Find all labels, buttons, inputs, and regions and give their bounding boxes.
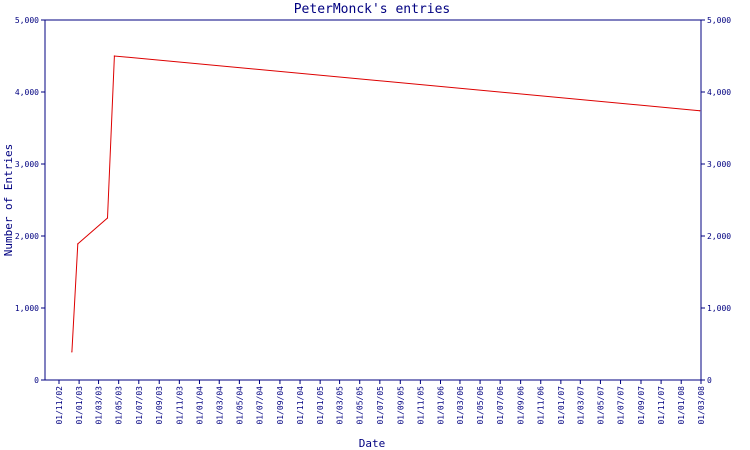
y-tick-label-right: 5,000 xyxy=(707,16,731,25)
y-tick-label-right: 1,000 xyxy=(707,304,731,313)
x-tick-label: 01/01/03 xyxy=(75,386,84,425)
data-point xyxy=(77,243,79,245)
x-tick-label: 01/07/03 xyxy=(135,386,144,425)
x-tick-label: 01/11/04 xyxy=(296,386,305,425)
y-tick-label-left: 3,000 xyxy=(15,160,39,169)
x-tick-label: 01/07/04 xyxy=(255,386,264,425)
x-tick-label: 01/05/05 xyxy=(356,386,365,425)
x-tick-label: 01/05/06 xyxy=(476,386,485,425)
x-tick-label: 01/11/06 xyxy=(537,386,546,425)
data-point xyxy=(71,351,73,353)
x-tick-label: 01/09/05 xyxy=(396,386,405,425)
data-point xyxy=(699,110,701,112)
series-group xyxy=(71,55,701,353)
x-tick-label: 01/01/08 xyxy=(677,386,686,425)
x-tick-label: 01/11/02 xyxy=(55,386,64,425)
x-tick-label: 01/07/06 xyxy=(496,386,505,425)
y-tick-label-left: 4,000 xyxy=(15,88,39,97)
chart-title: PeterMonck's entries xyxy=(294,2,451,17)
x-tick-label: 01/01/05 xyxy=(316,386,325,425)
data-point xyxy=(113,55,115,57)
x-tick-label: 01/03/05 xyxy=(336,386,345,425)
x-tick-label: 01/05/07 xyxy=(596,386,605,425)
y-tick-label-right: 0 xyxy=(707,376,712,385)
x-tick-label: 01/03/04 xyxy=(215,386,224,425)
x-tick-label: 01/05/03 xyxy=(115,386,124,425)
series-line xyxy=(71,55,700,352)
x-tick-label: 01/09/03 xyxy=(155,386,164,425)
x-tick-label: 01/07/05 xyxy=(376,386,385,425)
y-axis-ticks: 0 0 1,000 1,000 2,000 2,000 3,000 3,000 4,000 4,0… xyxy=(15,16,731,385)
plot-frame xyxy=(44,19,702,381)
y-axis-title: Number of Entries xyxy=(2,144,15,257)
y-tick-label-left: 1,000 xyxy=(15,304,39,313)
x-tick-label: 01/11/05 xyxy=(416,386,425,425)
x-tick-label: 01/11/07 xyxy=(657,386,666,425)
x-tick-label: 01/01/06 xyxy=(437,386,446,425)
x-tick-label: 01/03/08 xyxy=(697,386,706,425)
x-tick-label: 01/09/06 xyxy=(517,386,526,425)
x-axis-ticks: 01/11/02 01/01/03 01/03/03 01/05/03 01/07/03… xyxy=(55,380,706,425)
x-tick-label: 01/01/07 xyxy=(557,386,566,425)
x-tick-label: 01/11/03 xyxy=(175,386,184,425)
x-tick-label: 01/09/07 xyxy=(637,386,646,425)
y-tick-label-left: 0 xyxy=(34,376,39,385)
y-tick-label-right: 4,000 xyxy=(707,88,731,97)
x-tick-label: 01/03/06 xyxy=(456,386,465,425)
x-tick-label: 01/01/04 xyxy=(195,386,204,425)
y-tick-label-right: 3,000 xyxy=(707,160,731,169)
x-axis-title: Date xyxy=(359,437,386,450)
y-tick-label-left: 5,000 xyxy=(15,16,39,25)
y-tick-label-right: 2,000 xyxy=(707,232,731,241)
x-tick-label: 01/03/03 xyxy=(95,386,104,425)
data-point xyxy=(106,217,109,219)
x-tick-label: 01/07/07 xyxy=(617,386,626,425)
y-tick-label-left: 2,000 xyxy=(15,232,39,241)
x-tick-label: 01/09/04 xyxy=(276,386,285,425)
x-tick-label: 01/05/04 xyxy=(235,386,244,425)
x-tick-label: 01/03/07 xyxy=(576,386,585,425)
